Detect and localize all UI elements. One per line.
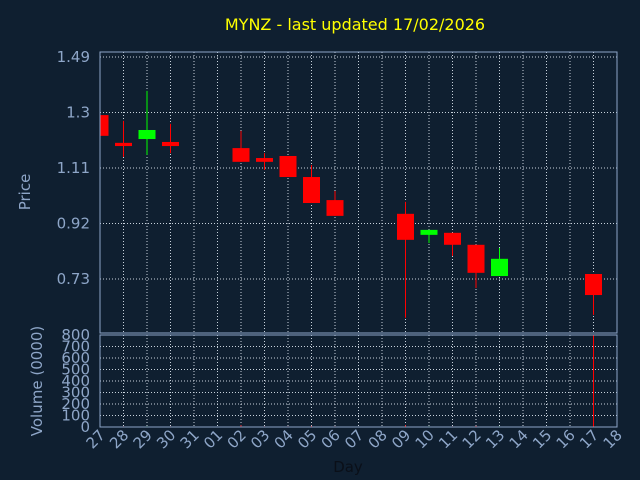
candle-body bbox=[115, 142, 132, 147]
x-tick-label: 08 bbox=[365, 426, 391, 452]
x-tick-label: 16 bbox=[553, 426, 579, 452]
x-tick-label: 11 bbox=[435, 426, 461, 452]
volume-frame bbox=[99, 334, 618, 428]
x-tick-label: 03 bbox=[247, 426, 273, 452]
y2-tick-label: 800 bbox=[61, 326, 90, 344]
candle-body bbox=[303, 177, 320, 204]
x-tick-label: 17 bbox=[576, 426, 602, 452]
x-tick-label: 13 bbox=[482, 426, 508, 452]
x-tick-label: 30 bbox=[153, 426, 179, 452]
y2-tick-label: 300 bbox=[61, 384, 90, 402]
y2-tick-label: 500 bbox=[61, 361, 90, 379]
y2-tick-label: 100 bbox=[61, 407, 90, 425]
candle-body bbox=[232, 148, 250, 162]
y2-tick-label: 0 bbox=[80, 418, 90, 436]
x-tick-label: 01 bbox=[200, 426, 226, 452]
x-axis-label: Day bbox=[333, 458, 363, 476]
chart-title: MYNZ - last updated 17/02/2026 bbox=[225, 15, 485, 34]
candle-body bbox=[585, 273, 602, 296]
y2-tick-label: 200 bbox=[61, 395, 90, 413]
candle-body bbox=[279, 155, 297, 178]
y2-tick-label: 400 bbox=[61, 372, 90, 390]
x-tick-label: 31 bbox=[177, 426, 203, 452]
y-tick-label: 0.73 bbox=[57, 270, 90, 288]
x-tick-label: 28 bbox=[106, 426, 132, 452]
candle-body bbox=[397, 213, 414, 240]
candle-body bbox=[491, 258, 508, 277]
x-tick-label: 04 bbox=[271, 426, 297, 452]
x-tick-label: 15 bbox=[529, 426, 555, 452]
candle-body bbox=[326, 200, 344, 216]
x-tick-label: 02 bbox=[224, 426, 250, 452]
x-tick-label: 12 bbox=[459, 426, 485, 452]
candle-body bbox=[420, 229, 438, 235]
y-tick-label: 0.92 bbox=[57, 214, 90, 232]
y2-axis-label: Volume (0000) bbox=[28, 326, 46, 436]
candle-body bbox=[100, 115, 109, 136]
x-tick-label: 14 bbox=[506, 426, 532, 452]
x-tick-label: 07 bbox=[341, 426, 367, 452]
candle-body bbox=[162, 141, 179, 147]
x-tick-label: 29 bbox=[130, 426, 156, 452]
y-tick-label: 1.11 bbox=[57, 159, 90, 177]
candle-body bbox=[467, 244, 485, 273]
candle-body bbox=[444, 232, 461, 245]
candle-body bbox=[138, 129, 156, 140]
y-tick-label: 1.49 bbox=[57, 48, 90, 66]
y-tick-label: 1.3 bbox=[66, 103, 90, 121]
x-tick-label: 05 bbox=[294, 426, 320, 452]
candle-body bbox=[256, 158, 273, 162]
x-tick-label: 06 bbox=[318, 426, 344, 452]
x-tick-label: 10 bbox=[412, 426, 438, 452]
y-axis-label: Price bbox=[16, 174, 34, 211]
y2-tick-label: 700 bbox=[61, 338, 90, 356]
y2-tick-label: 600 bbox=[61, 349, 90, 367]
price-frame bbox=[99, 51, 618, 334]
x-tick-label: 09 bbox=[388, 426, 414, 452]
x-tick-label: 18 bbox=[600, 426, 626, 452]
